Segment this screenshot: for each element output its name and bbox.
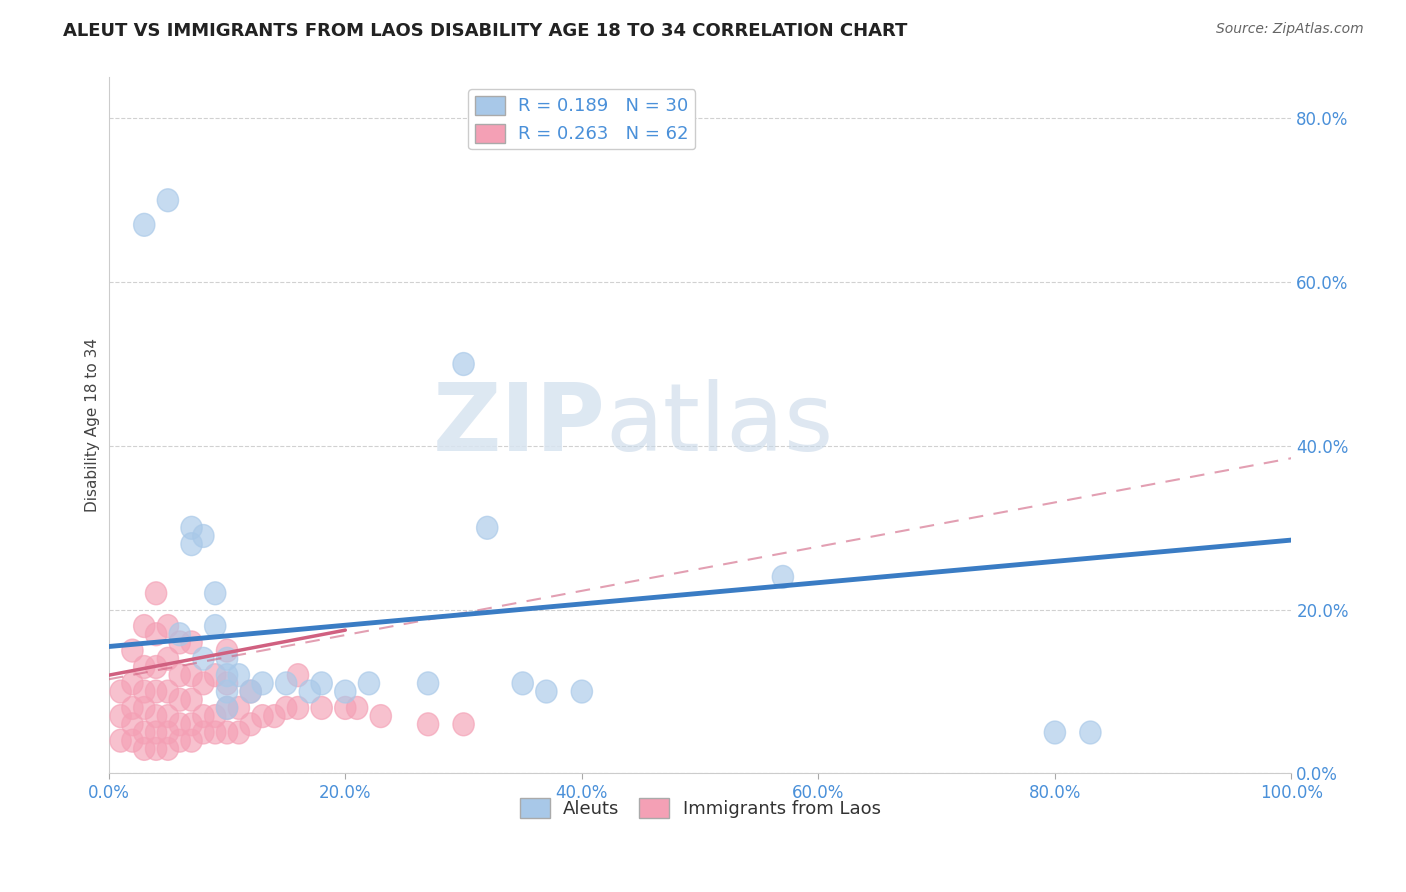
Ellipse shape [134,697,155,719]
Ellipse shape [217,697,238,719]
Ellipse shape [276,672,297,695]
Ellipse shape [181,664,202,687]
Ellipse shape [122,697,143,719]
Ellipse shape [110,680,131,703]
Ellipse shape [145,582,167,605]
Ellipse shape [134,680,155,703]
Ellipse shape [536,680,557,703]
Ellipse shape [240,680,262,703]
Ellipse shape [418,672,439,695]
Ellipse shape [181,533,202,556]
Ellipse shape [335,680,356,703]
Ellipse shape [157,680,179,703]
Ellipse shape [181,516,202,540]
Ellipse shape [181,713,202,736]
Ellipse shape [145,721,167,744]
Ellipse shape [370,705,391,728]
Text: Source: ZipAtlas.com: Source: ZipAtlas.com [1216,22,1364,37]
Ellipse shape [181,689,202,711]
Ellipse shape [145,680,167,703]
Ellipse shape [134,721,155,744]
Ellipse shape [264,705,285,728]
Ellipse shape [217,721,238,744]
Ellipse shape [145,623,167,646]
Ellipse shape [217,672,238,695]
Ellipse shape [1045,721,1066,744]
Ellipse shape [418,713,439,736]
Ellipse shape [145,738,167,760]
Ellipse shape [193,672,214,695]
Ellipse shape [181,631,202,654]
Ellipse shape [228,721,249,744]
Ellipse shape [453,713,474,736]
Ellipse shape [169,623,190,646]
Ellipse shape [145,656,167,679]
Ellipse shape [252,705,273,728]
Ellipse shape [240,680,262,703]
Ellipse shape [1080,721,1101,744]
Ellipse shape [204,705,226,728]
Text: atlas: atlas [606,379,834,472]
Ellipse shape [228,697,249,719]
Ellipse shape [204,721,226,744]
Ellipse shape [240,713,262,736]
Text: ZIP: ZIP [433,379,606,472]
Ellipse shape [157,705,179,728]
Ellipse shape [335,697,356,719]
Ellipse shape [204,664,226,687]
Ellipse shape [311,697,332,719]
Ellipse shape [228,664,249,687]
Ellipse shape [287,697,309,719]
Ellipse shape [217,648,238,670]
Ellipse shape [157,721,179,744]
Text: ALEUT VS IMMIGRANTS FROM LAOS DISABILITY AGE 18 TO 34 CORRELATION CHART: ALEUT VS IMMIGRANTS FROM LAOS DISABILITY… [63,22,908,40]
Ellipse shape [217,680,238,703]
Ellipse shape [287,664,309,687]
Ellipse shape [169,713,190,736]
Ellipse shape [204,615,226,638]
Ellipse shape [453,352,474,376]
Ellipse shape [134,615,155,638]
Ellipse shape [157,648,179,670]
Ellipse shape [217,664,238,687]
Ellipse shape [169,664,190,687]
Ellipse shape [217,640,238,662]
Ellipse shape [122,672,143,695]
Ellipse shape [193,648,214,670]
Legend: Aleuts, Immigrants from Laos: Aleuts, Immigrants from Laos [513,792,887,824]
Ellipse shape [110,730,131,752]
Ellipse shape [122,730,143,752]
Ellipse shape [252,672,273,695]
Ellipse shape [193,705,214,728]
Ellipse shape [193,524,214,548]
Ellipse shape [181,730,202,752]
Ellipse shape [477,516,498,540]
Ellipse shape [346,697,368,719]
Ellipse shape [276,697,297,719]
Ellipse shape [193,721,214,744]
Ellipse shape [157,189,179,211]
Ellipse shape [299,680,321,703]
Ellipse shape [512,672,533,695]
Ellipse shape [122,713,143,736]
Ellipse shape [134,656,155,679]
Ellipse shape [169,730,190,752]
Ellipse shape [145,705,167,728]
Ellipse shape [772,566,793,589]
Y-axis label: Disability Age 18 to 34: Disability Age 18 to 34 [86,338,100,512]
Ellipse shape [157,738,179,760]
Ellipse shape [204,582,226,605]
Ellipse shape [169,689,190,711]
Ellipse shape [311,672,332,695]
Ellipse shape [110,705,131,728]
Ellipse shape [217,697,238,719]
Ellipse shape [571,680,592,703]
Ellipse shape [134,738,155,760]
Ellipse shape [359,672,380,695]
Ellipse shape [157,615,179,638]
Ellipse shape [169,631,190,654]
Ellipse shape [134,213,155,236]
Ellipse shape [122,640,143,662]
